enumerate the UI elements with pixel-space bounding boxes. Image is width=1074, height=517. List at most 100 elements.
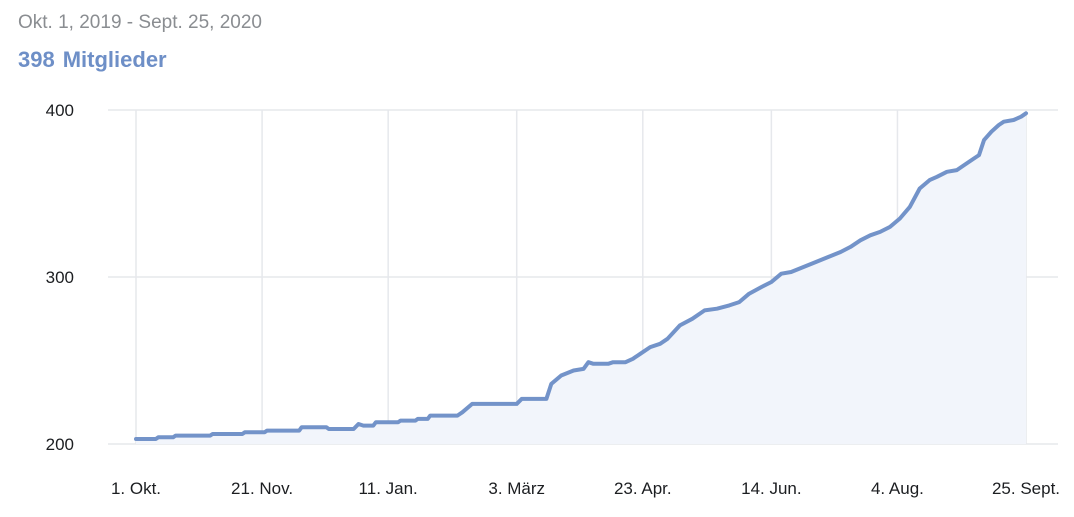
x-tick-label: 21. Nov. bbox=[231, 479, 293, 498]
data-point bbox=[586, 360, 591, 364]
data-point bbox=[814, 260, 818, 264]
data-point bbox=[208, 434, 212, 438]
data-point bbox=[611, 360, 615, 364]
data-point bbox=[918, 186, 922, 191]
data-point bbox=[868, 233, 872, 237]
data-point bbox=[779, 272, 783, 276]
data-point bbox=[265, 429, 269, 433]
x-tick-label: 23. Apr. bbox=[614, 479, 672, 498]
data-point bbox=[351, 427, 356, 431]
x-tick-label: 1. Okt. bbox=[111, 479, 161, 498]
x-tick-label: 14. Jun. bbox=[741, 479, 802, 498]
data-point bbox=[908, 205, 912, 209]
data-point bbox=[455, 414, 459, 418]
data-point bbox=[935, 175, 939, 179]
data-point bbox=[171, 435, 175, 439]
x-tick-label: 25. Sept. bbox=[992, 479, 1060, 498]
data-point bbox=[982, 138, 986, 142]
data-point bbox=[426, 417, 430, 421]
data-point bbox=[989, 130, 993, 134]
data-point bbox=[623, 360, 628, 364]
data-point bbox=[262, 430, 267, 434]
data-point bbox=[581, 367, 586, 371]
data-point bbox=[972, 156, 976, 161]
data-point bbox=[997, 123, 1001, 127]
data-point bbox=[361, 424, 366, 428]
data-point bbox=[591, 362, 595, 366]
data-point bbox=[428, 414, 432, 418]
data-point bbox=[515, 402, 519, 406]
data-point bbox=[703, 308, 707, 312]
data-point bbox=[737, 300, 741, 304]
data-point bbox=[658, 342, 662, 346]
data-point bbox=[211, 432, 215, 436]
data-point bbox=[1012, 118, 1016, 122]
y-tick-label: 200 bbox=[46, 435, 74, 454]
data-point bbox=[154, 437, 158, 441]
data-point bbox=[470, 402, 474, 406]
data-point bbox=[838, 250, 843, 254]
x-tick-label: 4. Aug. bbox=[871, 479, 924, 498]
data-point bbox=[888, 225, 892, 229]
data-point bbox=[801, 265, 806, 269]
data-point bbox=[559, 373, 563, 378]
data-point bbox=[300, 425, 304, 429]
data-point bbox=[638, 352, 642, 356]
data-point bbox=[549, 382, 553, 386]
series-area-fill bbox=[136, 113, 1026, 445]
data-point bbox=[878, 230, 882, 234]
data-point bbox=[690, 317, 694, 321]
data-point bbox=[544, 397, 548, 401]
data-point bbox=[324, 425, 328, 429]
data-point bbox=[665, 337, 670, 341]
data-point bbox=[460, 410, 464, 414]
data-point bbox=[769, 280, 773, 284]
data-point bbox=[945, 170, 949, 174]
member-label: Mitglieder bbox=[62, 47, 167, 72]
data-point bbox=[648, 345, 652, 349]
data-point bbox=[571, 368, 576, 373]
data-point bbox=[848, 245, 853, 249]
data-point bbox=[396, 420, 400, 424]
x-tick-label: 3. März bbox=[488, 479, 545, 498]
data-point bbox=[1019, 115, 1023, 119]
data-point bbox=[327, 427, 331, 431]
data-point bbox=[243, 430, 247, 434]
data-point bbox=[416, 417, 420, 421]
data-point bbox=[977, 153, 981, 157]
x-tick-label: 11. Jan. bbox=[359, 479, 418, 498]
data-point bbox=[927, 178, 932, 182]
data-point bbox=[606, 362, 610, 366]
y-tick-label: 300 bbox=[46, 268, 74, 287]
data-point bbox=[240, 432, 244, 436]
data-point bbox=[955, 168, 959, 172]
data-point bbox=[1002, 120, 1006, 124]
data-point bbox=[678, 323, 682, 328]
data-point bbox=[173, 434, 178, 438]
data-point bbox=[520, 397, 524, 401]
data-point bbox=[898, 216, 902, 221]
data-point bbox=[826, 255, 830, 259]
data-point bbox=[398, 419, 403, 423]
data-point bbox=[858, 238, 862, 242]
data-point bbox=[413, 419, 417, 423]
data-point bbox=[789, 270, 793, 274]
data-point bbox=[727, 303, 731, 307]
data-point bbox=[297, 429, 301, 433]
data-point bbox=[1024, 111, 1028, 115]
data-point bbox=[631, 357, 635, 361]
data-point bbox=[759, 285, 764, 289]
data-point bbox=[156, 435, 160, 439]
date-range: Okt. 1, 2019 - Sept. 25, 2020 bbox=[18, 12, 262, 33]
data-point bbox=[715, 307, 719, 311]
data-point bbox=[356, 422, 361, 426]
data-point bbox=[371, 424, 375, 428]
data-point bbox=[134, 437, 138, 441]
y-tick-label: 400 bbox=[46, 101, 74, 120]
member-count: 398 bbox=[18, 47, 55, 72]
data-point bbox=[374, 420, 378, 424]
data-point bbox=[747, 292, 751, 296]
data-point bbox=[965, 161, 969, 166]
member-summary: 398 Mitglieder bbox=[18, 47, 167, 73]
